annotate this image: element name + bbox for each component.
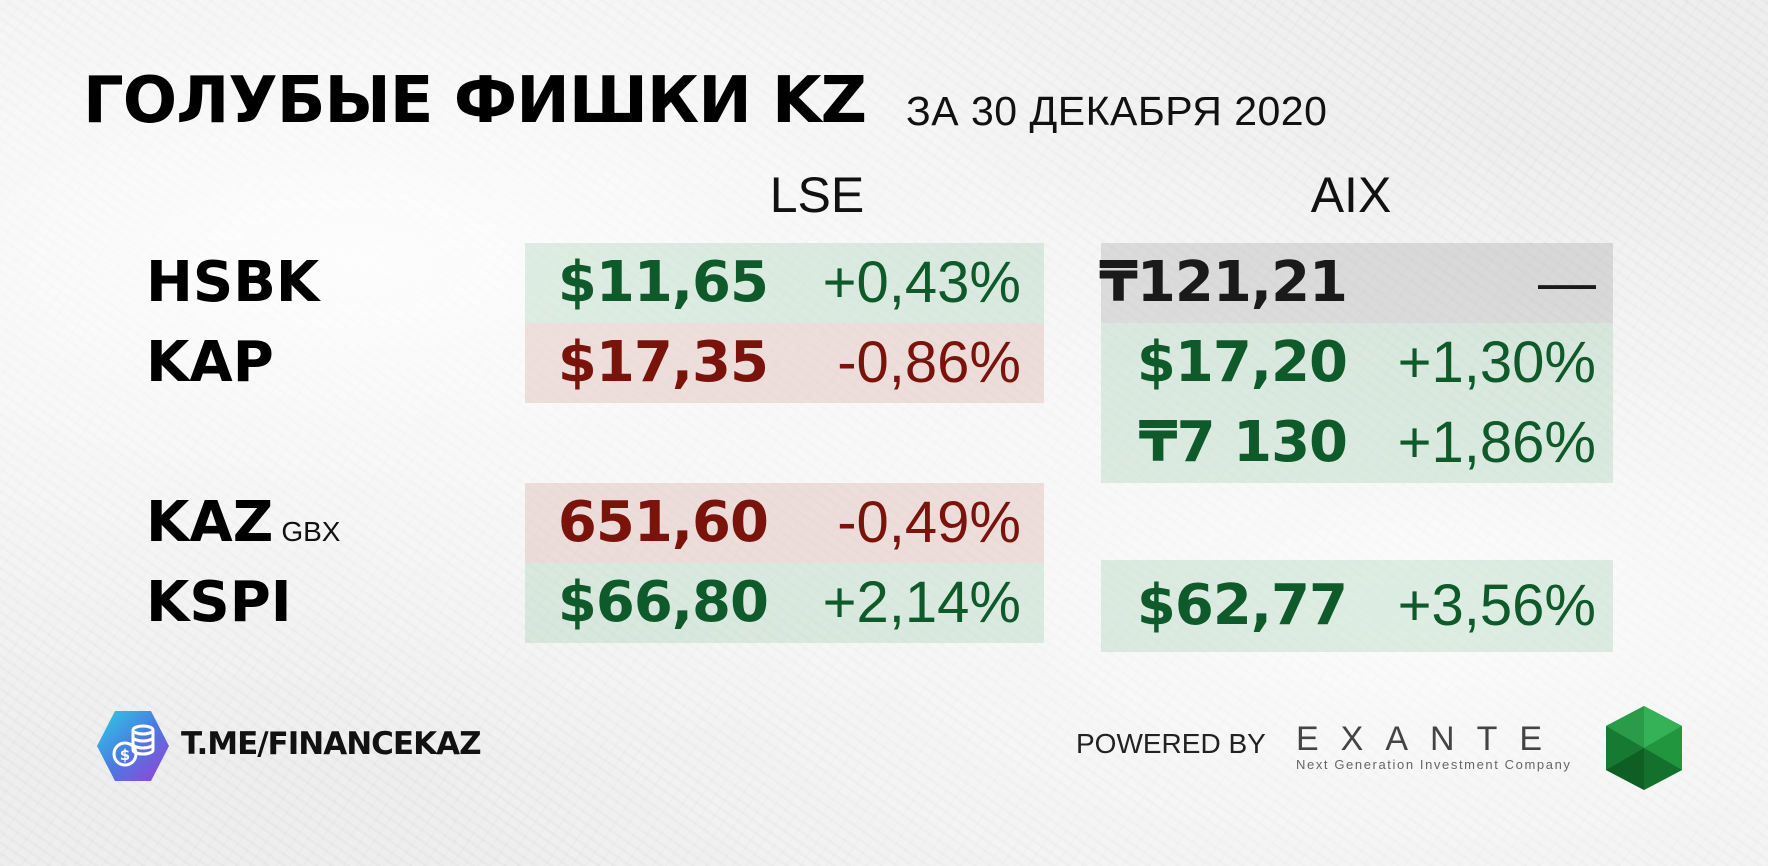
green-crystal-icon	[1606, 706, 1682, 790]
price-value: $17,35	[557, 330, 769, 395]
ticker-label: KSPI	[146, 570, 292, 635]
quote-cell-kap-aix-kzt: ₸7 130 +1,86%	[1101, 403, 1613, 483]
column-header-aix: AIX	[1310, 167, 1392, 223]
coins-dollar-hexagon-icon: $	[97, 711, 169, 781]
powered-by-label: POWERED BY	[1076, 728, 1266, 759]
quote-cell-hsbk-aix: ₸121,21 —	[1098, 243, 1613, 323]
partner-name: EXANTE	[1296, 720, 1565, 758]
svg-text:$: $	[120, 746, 130, 764]
change-value: +3,56%	[1397, 573, 1596, 638]
change-value: +1,30%	[1397, 330, 1596, 395]
price-value: ₸121,21	[1098, 250, 1348, 315]
price-value: 651,60	[557, 490, 769, 555]
quote-cell-kaz-lse: 651,60 -0,49%	[525, 483, 1044, 563]
ticker-label: KAZ	[146, 490, 274, 555]
partner-tagline: Next Generation Investment Company	[1296, 757, 1572, 772]
page-date: ЗА 30 ДЕКАБРЯ 2020	[906, 88, 1328, 134]
page-title: ГОЛУБЫЕ ФИШКИ KZ	[83, 64, 867, 138]
change-value: -0,49%	[837, 490, 1021, 555]
change-value: +1,86%	[1397, 410, 1596, 475]
ticker-label: HSBK	[146, 250, 320, 315]
change-value: +0,43%	[822, 250, 1021, 315]
change-value: -0,86%	[837, 330, 1021, 395]
ticker-kap: KAP	[146, 323, 274, 403]
quote-cell-hsbk-lse: $11,65 +0,43%	[525, 243, 1044, 323]
column-header-lse: LSE	[769, 167, 865, 223]
quote-cell-kap-lse: $17,35 -0,86%	[525, 323, 1044, 403]
ticker-kspi: KSPI	[146, 563, 292, 643]
price-value: ₸7 130	[1138, 410, 1348, 475]
price-value: $66,80	[557, 570, 769, 635]
price-value: $11,65	[557, 250, 769, 315]
price-value: $62,77	[1136, 573, 1348, 638]
ticker-label: KAP	[146, 330, 274, 395]
ticker-kaz: KAZ GBX	[146, 483, 340, 563]
change-value: —	[1538, 250, 1596, 315]
channel-link[interactable]: T.ME/FINANCEKAZ	[181, 726, 482, 762]
partner-wordmark: EXANTE Next Generation Investment Compan…	[1296, 720, 1576, 772]
change-value: +2,14%	[822, 570, 1021, 635]
price-value: $17,20	[1136, 330, 1348, 395]
quote-cell-kap-aix: $17,20 +1,30%	[1101, 323, 1613, 403]
quote-cell-kspi-lse: $66,80 +2,14%	[525, 563, 1044, 643]
ticker-hsbk: HSBK	[146, 243, 319, 323]
quote-cell-kspi-aix: $62,77 +3,56%	[1101, 560, 1613, 652]
ticker-currency-unit: GBX	[281, 516, 341, 547]
